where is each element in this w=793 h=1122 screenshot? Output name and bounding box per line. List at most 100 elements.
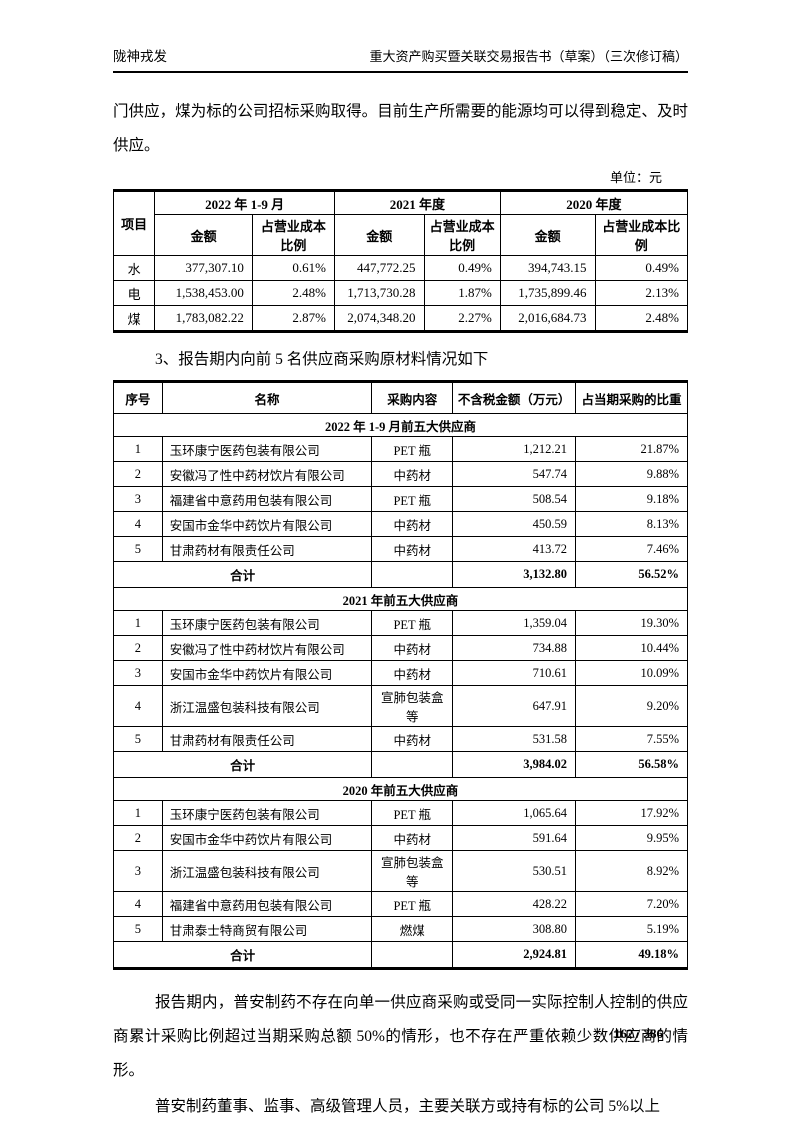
row-item-label: 电 [112, 280, 156, 306]
ratio-cell: 17.92% [575, 800, 688, 826]
supplier-row: 4 福建省中意药用包装有限公司 PET 瓶 428.22 7.20% [113, 891, 688, 917]
energy-period-header-2021: 2021 年度 [333, 190, 501, 215]
empty-cell [371, 751, 454, 778]
ratio-cell: 0.61% [251, 255, 335, 281]
content-cell: PET 瓶 [371, 436, 454, 462]
content-cell: 中药材 [371, 825, 454, 851]
energy-period-header-2022: 2022 年 1-9 月 [154, 190, 335, 215]
name-cell: 玉环康宁医药包装有限公司 [161, 800, 373, 826]
content-cell: PET 瓶 [371, 486, 454, 512]
ratio-cell: 2.48% [251, 280, 335, 306]
amount-header: 金额 [333, 214, 425, 256]
amount-cell: 1,538,453.00 [154, 280, 253, 306]
name-cell: 安国市金华中药饮片有限公司 [161, 825, 373, 851]
amount-header: 金额 [499, 214, 596, 256]
supplier-row: 1 玉环康宁医药包装有限公司 PET 瓶 1,212.21 21.87% [113, 436, 688, 462]
ratio-cell: 10.44% [575, 635, 688, 661]
index-cell: 3 [113, 486, 163, 512]
ratio-cell: 2.27% [423, 305, 501, 332]
content-cell: 中药材 [371, 726, 454, 752]
amount-cell: 1,735,899.46 [499, 280, 596, 306]
page-number: 162 / 386 [613, 1026, 663, 1041]
name-cell: 安国市金华中药饮片有限公司 [161, 660, 373, 686]
content-cell: 中药材 [371, 536, 454, 562]
subheader-2020: 2020 年前五大供应商 [113, 777, 688, 801]
page-content: 陇神戎发 重大资产购买暨关联交易报告书（草案）（三次修订稿） 门供应，煤为标的公… [112, 0, 689, 1122]
ratio-header: 占营业成本比例 [594, 214, 689, 256]
ratio-cell: 0.49% [594, 255, 689, 281]
amount-cell: 377,307.10 [154, 255, 253, 281]
content-cell: 宣肺包装盒等 [371, 850, 454, 892]
total-ratio: 56.58% [575, 751, 688, 778]
amount-cell: 1,065.64 [452, 800, 577, 826]
supplier-row: 3 安国市金华中药饮片有限公司 中药材 710.61 10.09% [113, 660, 688, 686]
energy-header-row-periods: 项目 2022 年 1-9 月 2021 年度 2020 年度 [112, 190, 689, 256]
ratio-cell: 7.46% [575, 536, 688, 562]
ratio-header: 占营业成本比例 [251, 214, 335, 256]
content-cell: 中药材 [371, 461, 454, 487]
amount-cell: 547.74 [452, 461, 577, 487]
total-label: 合计 [112, 561, 373, 588]
index-cell: 2 [113, 825, 163, 851]
index-cell: 4 [113, 891, 163, 917]
supplier-row: 1 玉环康宁医药包装有限公司 PET 瓶 1,065.64 17.92% [113, 800, 688, 826]
supplier-group-subheader: 2020 年前五大供应商 [113, 777, 688, 801]
index-cell: 3 [113, 850, 163, 892]
ratio-cell: 2.13% [594, 280, 689, 306]
index-cell: 3 [113, 660, 163, 686]
index-cell: 4 [113, 511, 163, 537]
name-cell: 浙江温盛包装科技有限公司 [161, 850, 373, 892]
supplier-row: 2 安徽冯了性中药材饮片有限公司 中药材 547.74 9.88% [113, 461, 688, 487]
total-label: 合计 [112, 941, 373, 969]
content-cell: PET 瓶 [371, 800, 454, 826]
section-heading: 3、报告期内向前 5 名供应商采购原材料情况如下 [155, 351, 489, 368]
paragraph-related-parties: 普安制药董事、监事、高级管理人员，主要关联方或持有标的公司 5%以上 [155, 1098, 661, 1115]
energy-row-coal: 煤 1,783,082.22 2.87% 2,074,348.20 2.27% … [112, 305, 689, 332]
amount-cell: 710.61 [452, 660, 577, 686]
ratio-cell: 9.18% [575, 486, 688, 512]
content-cell: PET 瓶 [371, 891, 454, 917]
total-ratio: 49.18% [575, 941, 688, 969]
supplier-total-row: 合计 2,924.81 49.18% [112, 941, 688, 969]
name-cell: 甘肃泰士特商贸有限公司 [161, 916, 373, 942]
index-cell: 5 [113, 536, 163, 562]
col-header-content: 采购内容 [371, 381, 454, 414]
energy-row-electricity: 电 1,538,453.00 2.48% 1,713,730.28 1.87% … [112, 280, 689, 306]
index-cell: 4 [113, 685, 163, 727]
content-cell: 燃煤 [371, 916, 454, 942]
amount-header: 金额 [154, 214, 253, 256]
empty-cell [371, 561, 454, 588]
index-cell: 1 [113, 436, 163, 462]
ratio-cell: 0.49% [423, 255, 501, 281]
ratio-cell: 19.30% [575, 610, 688, 636]
supplier-row: 4 浙江温盛包装科技有限公司 宣肺包装盒等 647.91 9.20% [113, 685, 688, 727]
supplier-group-subheader: 2022 年 1-9 月前五大供应商 [113, 413, 688, 437]
energy-cost-table: 项目 2022 年 1-9 月 2021 年度 2020 年度 金额 占营业成本… [112, 189, 689, 333]
col-header-amount: 不含税金额（万元） [452, 381, 577, 414]
supplier-group-subheader: 2021 年前五大供应商 [113, 587, 688, 611]
ratio-cell: 8.92% [575, 850, 688, 892]
supplier-header-row: 序号 名称 采购内容 不含税金额（万元） 占当期采购的比重 [113, 381, 688, 414]
amount-cell: 591.64 [452, 825, 577, 851]
content-cell: 中药材 [371, 660, 454, 686]
col-header-ratio: 占当期采购的比重 [575, 381, 688, 414]
row-item-label: 水 [112, 255, 156, 281]
amount-cell: 508.54 [452, 486, 577, 512]
index-cell: 2 [113, 461, 163, 487]
supplier-row: 4 安国市金华中药饮片有限公司 中药材 450.59 8.13% [113, 511, 688, 537]
col-header-index: 序号 [113, 381, 163, 414]
energy-period-header-2020: 2020 年度 [499, 190, 689, 215]
amount-cell: 1,783,082.22 [154, 305, 253, 332]
ratio-cell: 2.48% [594, 305, 689, 332]
amount-cell: 734.88 [452, 635, 577, 661]
energy-row-water: 水 377,307.10 0.61% 447,772.25 0.49% 394,… [112, 255, 689, 281]
ratio-cell: 9.20% [575, 685, 688, 727]
subheader-2022: 2022 年 1-9 月前五大供应商 [113, 413, 688, 437]
energy-item-header: 项目 [112, 190, 156, 256]
supplier-row: 5 甘肃泰士特商贸有限公司 燃煤 308.80 5.19% [113, 916, 688, 942]
supplier-total-row: 合计 3,984.02 56.58% [112, 751, 688, 778]
total-amount: 2,924.81 [452, 941, 577, 969]
amount-cell: 447,772.25 [333, 255, 425, 281]
total-amount: 3,132.80 [452, 561, 577, 588]
